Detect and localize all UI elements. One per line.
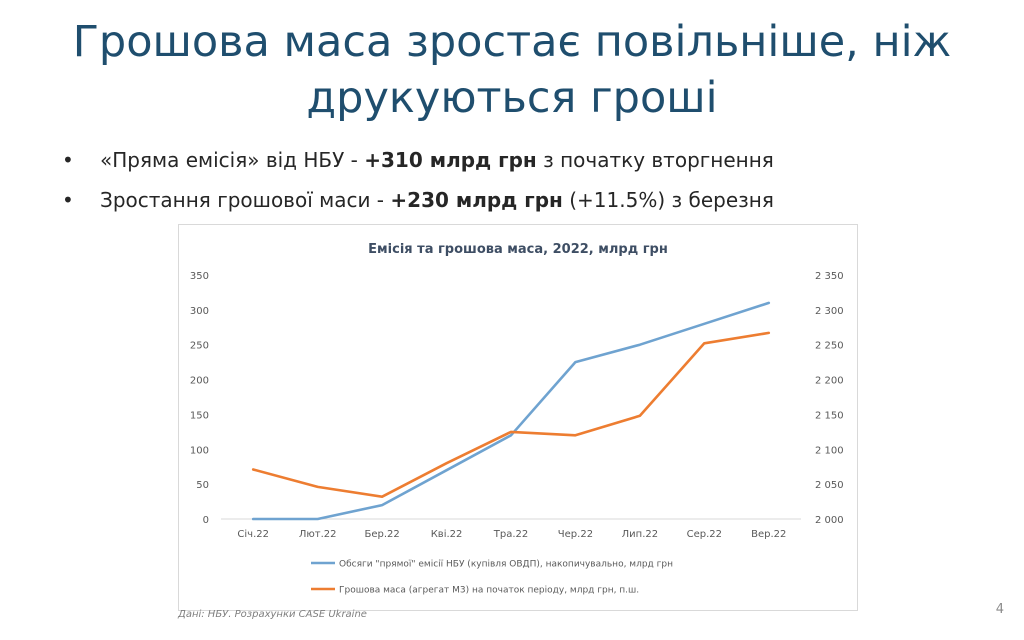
left-axis: 0 50 100 150 200 250 300 350	[190, 271, 209, 526]
left-tick-label: 100	[190, 445, 209, 456]
left-tick-label: 350	[190, 271, 209, 282]
bullet-2-suffix: (+11.5%) з березня	[562, 188, 774, 212]
slide-title: Грошова маса зростає повільніше, ніж дру…	[0, 14, 1024, 126]
left-tick-label: 50	[196, 480, 209, 491]
x-tick-label: Січ.22	[237, 528, 269, 540]
slide-title-line-2: друкуються гроші	[306, 73, 718, 123]
series-line-2	[251, 331, 771, 499]
x-axis: Січ.22 Лют.22 Бер.22 Кві.22 Тра.22 Чер.22 Лип.…	[221, 518, 801, 540]
bullet-2-bold: +230 млрд грн	[390, 188, 563, 212]
left-tick-label: 250	[190, 341, 209, 352]
legend-label-1: Обсяги "прямої" емісії НБУ (купівля ОВДП…	[339, 560, 673, 570]
right-axis: 2 000 2 050 2 100 2 150 2 200 2 250 2 300 2 350	[815, 271, 844, 526]
bullet-marker: •	[62, 188, 74, 212]
bullet-1-suffix: з початку вторгнення	[536, 148, 774, 172]
chart-svg: Емісія та грошова маса, 2022, млрд грн 0…	[190, 242, 844, 596]
x-tick-label: Вер.22	[751, 529, 786, 540]
right-tick-label: 2 100	[815, 445, 844, 456]
series-lines	[251, 301, 771, 521]
x-tick-label: Бер.22	[364, 529, 399, 540]
right-tick-label: 2 350	[815, 271, 844, 282]
x-tick-label: Чер.22	[558, 529, 593, 540]
chart-frame: Емісія та грошова маса, 2022, млрд грн 0…	[178, 224, 858, 611]
x-tick-label: Сер.22	[687, 529, 722, 540]
right-tick-label: 2 200	[815, 376, 844, 387]
x-tick-label: Лип.22	[622, 529, 658, 540]
bullet-marker: •	[62, 148, 74, 172]
left-tick-label: 200	[190, 376, 209, 387]
page-number: 4	[995, 602, 1004, 617]
bullet-item-1: • «Пряма емісія» від НБУ - +310 млрд грн…	[62, 140, 962, 180]
x-tick-label: Лют.22	[299, 529, 337, 540]
bullet-item-2: • Зростання грошової маси - +230 млрд гр…	[62, 180, 962, 216]
bullet-1-bold: +310 млрд грн	[364, 148, 537, 172]
right-tick-label: 2 300	[815, 306, 844, 317]
right-tick-label: 2 250	[815, 341, 844, 352]
legend: Обсяги "прямої" емісії НБУ (купівля ОВДП…	[311, 560, 673, 596]
bullet-2-prefix: Зростання грошової маси -	[100, 188, 391, 212]
right-tick-label: 2 050	[815, 480, 844, 491]
left-tick-label: 150	[190, 410, 209, 421]
bullet-list: • «Пряма емісія» від НБУ - +310 млрд грн…	[62, 140, 962, 216]
left-tick-label: 300	[190, 306, 209, 317]
x-tick-label: Тра.22	[493, 529, 529, 540]
slide-title-line-1: Грошова маса зростає повільніше, ніж	[72, 17, 952, 67]
source-note: Дані: НБУ. Розрахунки CASE Ukraine	[178, 609, 367, 620]
series-line-1	[251, 301, 771, 521]
right-tick-label: 2 000	[815, 515, 844, 526]
left-tick-label: 0	[203, 515, 209, 526]
legend-label-2: Грошова маса (агрегат М3) на початок пер…	[339, 586, 639, 596]
right-tick-label: 2 150	[815, 410, 844, 421]
bullet-1-prefix: «Пряма емісія» від НБУ -	[100, 148, 365, 172]
chart-title: Емісія та грошова маса, 2022, млрд грн	[368, 242, 668, 257]
x-tick-label: Кві.22	[431, 528, 463, 540]
